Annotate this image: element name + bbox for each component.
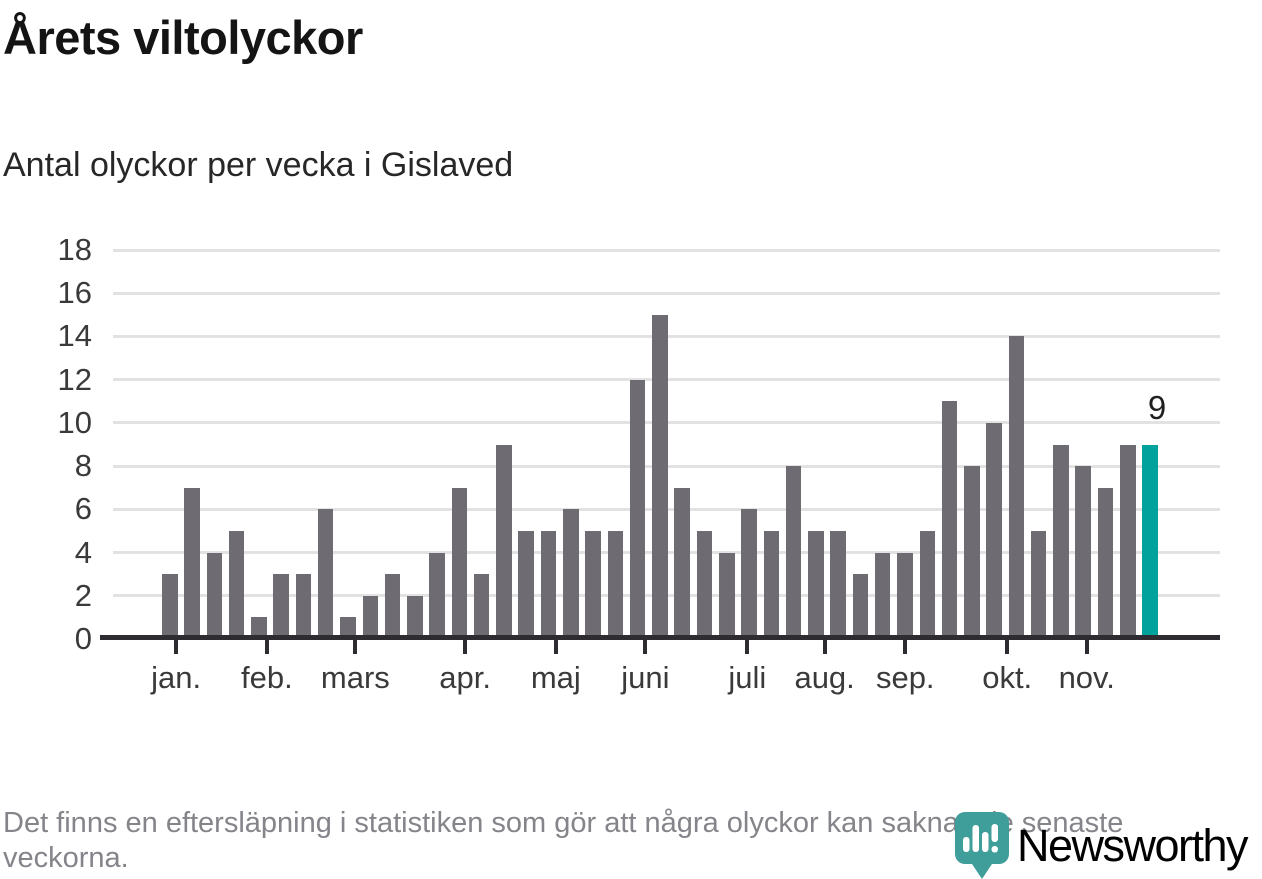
axis-tick	[553, 640, 558, 654]
bar	[897, 552, 913, 639]
bar-highlighted	[1142, 444, 1158, 639]
bar	[785, 466, 802, 639]
bar	[228, 530, 245, 639]
bar	[696, 530, 713, 639]
bar	[563, 509, 579, 639]
month-label: okt.	[982, 660, 1033, 695]
month-label: mars	[320, 660, 390, 695]
bar	[1030, 530, 1047, 639]
axis-tick	[643, 640, 648, 654]
gridline	[113, 291, 1220, 295]
axis-tick	[1005, 640, 1010, 654]
bar	[1120, 444, 1136, 639]
bar	[384, 574, 401, 639]
month-label: feb.	[241, 660, 293, 695]
newsworthy-pin-icon	[955, 812, 1009, 879]
axis-tick	[903, 640, 908, 654]
month-label: apr.	[439, 660, 491, 695]
bar	[206, 552, 223, 639]
bar	[184, 487, 200, 639]
bar	[518, 530, 534, 639]
y-axis-label: 14	[57, 318, 92, 354]
bar	[273, 574, 289, 639]
y-axis-label: 2	[74, 577, 92, 613]
bar	[986, 422, 1002, 639]
bar	[830, 530, 846, 639]
month-label: sep.	[875, 660, 935, 695]
axis-tick	[264, 640, 269, 654]
bar	[429, 552, 445, 639]
month-label: jan.	[151, 660, 202, 695]
bar-value-label: 9	[1147, 389, 1167, 426]
bar	[1075, 466, 1091, 639]
bar	[874, 552, 891, 639]
bar	[540, 530, 557, 639]
bar	[1008, 336, 1025, 639]
bar	[808, 530, 824, 639]
axis-tick	[822, 640, 827, 654]
bar	[585, 530, 601, 639]
page-title: Årets viltolyckor	[3, 11, 363, 64]
x-axis-line	[100, 635, 1220, 640]
bar	[251, 617, 267, 639]
weekly-accidents-bar-chart: 0 2 4 6 8 10 12 14 16 18 jan. feb. mars apr. maj juni ju…	[57, 232, 1220, 695]
y-axis-label: 18	[57, 232, 92, 267]
bar	[652, 314, 668, 639]
bar	[629, 379, 646, 639]
bar	[317, 509, 334, 639]
bar	[941, 401, 958, 639]
newsworthy-logo: Newsworthy	[955, 812, 1262, 879]
month-label: maj	[530, 660, 581, 695]
y-axis-label: 4	[74, 534, 92, 570]
month-label: nov.	[1058, 660, 1115, 695]
bar	[919, 530, 936, 639]
bar	[162, 574, 178, 639]
bar	[340, 617, 356, 639]
bar	[607, 530, 624, 639]
y-axis-label: 16	[57, 275, 92, 311]
bar	[473, 574, 490, 639]
bar	[496, 444, 512, 639]
page-subtitle: Antal olyckor per vecka i Gislaved	[3, 146, 514, 184]
bar	[852, 574, 869, 639]
bar	[407, 595, 423, 639]
month-label: aug.	[794, 660, 855, 695]
bar	[719, 552, 735, 639]
bar	[763, 530, 780, 639]
bar	[1053, 444, 1069, 639]
bar	[362, 595, 379, 639]
y-axis-label: 0	[74, 621, 92, 656]
month-label: juni	[621, 660, 670, 695]
bar	[674, 487, 690, 639]
axis-tick	[745, 640, 750, 654]
y-axis-label: 10	[57, 404, 92, 440]
bar	[741, 509, 757, 639]
axis-tick	[174, 640, 179, 654]
y-axis-label: 6	[74, 491, 92, 527]
axis-tick	[353, 640, 358, 654]
bar	[1097, 487, 1114, 639]
bar	[451, 487, 468, 639]
newsworthy-wordmark: Newsworthy	[1017, 819, 1249, 871]
bar	[295, 574, 312, 639]
y-axis-label: 12	[57, 361, 92, 397]
y-axis-label: 8	[74, 448, 92, 484]
footer-note: Det finns en eftersläpning i statistiken…	[3, 807, 1124, 874]
month-label: juli	[728, 660, 767, 695]
bar	[964, 466, 980, 639]
axis-tick	[463, 640, 468, 654]
axis-tick	[1084, 640, 1089, 654]
gridline	[113, 248, 1220, 252]
